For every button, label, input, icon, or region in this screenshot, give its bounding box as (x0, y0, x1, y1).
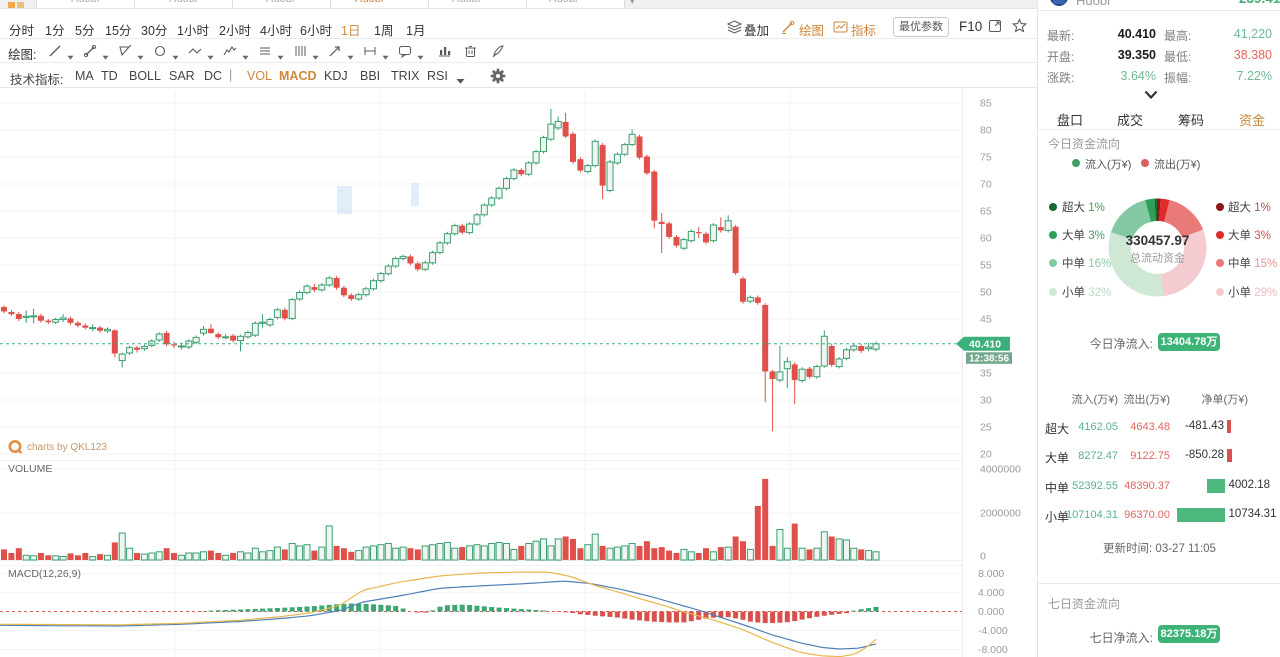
svg-text:charts by QKL123: charts by QKL123 (27, 442, 107, 453)
svg-text:12:38:56: 12:38:56 (969, 353, 1009, 364)
svg-text:65: 65 (980, 206, 992, 218)
svg-text:75: 75 (980, 152, 992, 164)
svg-text:MACD(12,26,9): MACD(12,26,9) (8, 568, 81, 580)
svg-text:30: 30 (980, 395, 992, 407)
svg-text:20: 20 (980, 449, 992, 461)
svg-text:40.410: 40.410 (969, 338, 1001, 350)
svg-text:8.000: 8.000 (978, 568, 1004, 580)
svg-text:总流动资金: 总流动资金 (1130, 251, 1185, 265)
svg-text:4.000: 4.000 (978, 587, 1004, 599)
svg-text:60: 60 (980, 233, 992, 245)
svg-text:2000000: 2000000 (980, 508, 1021, 520)
svg-text:35: 35 (980, 368, 992, 380)
svg-text:50: 50 (980, 287, 992, 299)
svg-text:330457.97: 330457.97 (1126, 233, 1190, 248)
svg-text:4000000: 4000000 (980, 464, 1021, 476)
svg-text:55: 55 (980, 260, 992, 272)
svg-text:-8.000: -8.000 (978, 644, 1008, 656)
svg-text:45: 45 (980, 314, 992, 326)
svg-text:-4.000: -4.000 (978, 625, 1008, 637)
svg-text:0.000: 0.000 (978, 606, 1004, 618)
svg-text:25: 25 (980, 422, 992, 434)
svg-text:VOLUME: VOLUME (8, 463, 52, 475)
svg-text:70: 70 (980, 179, 992, 191)
svg-text:85: 85 (980, 98, 992, 110)
svg-text:80: 80 (980, 125, 992, 137)
svg-text:0: 0 (980, 551, 986, 563)
